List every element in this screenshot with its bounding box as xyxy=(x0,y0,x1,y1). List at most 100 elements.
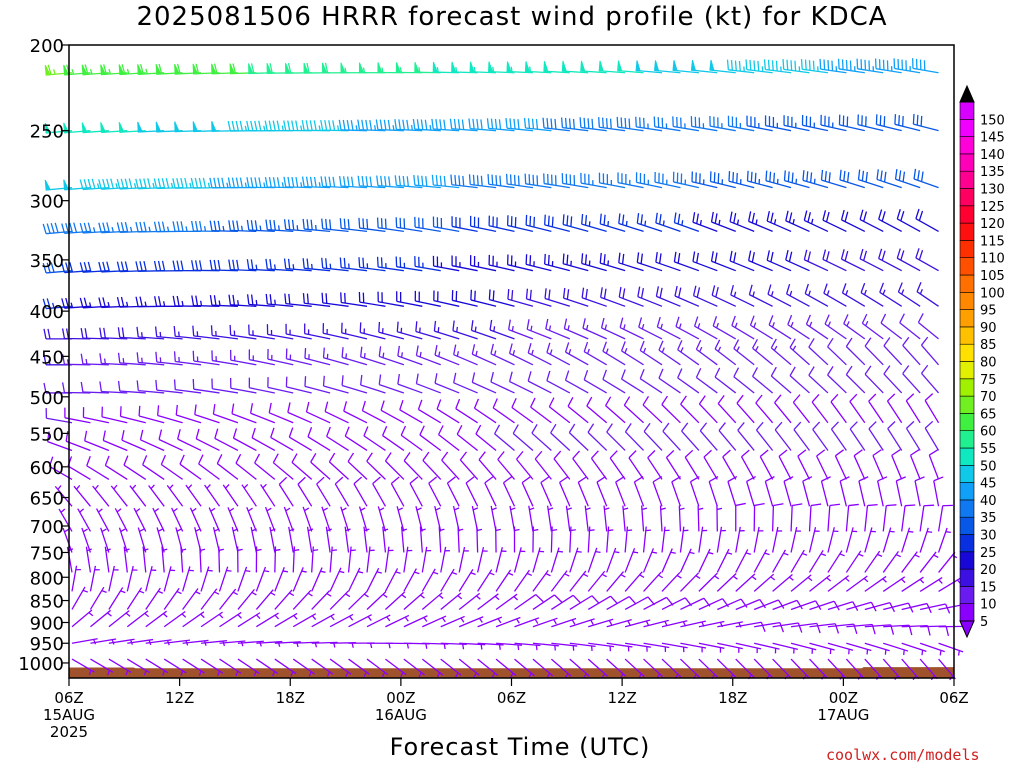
wind-barb-staff xyxy=(508,329,534,340)
wind-barb xyxy=(89,586,107,610)
wind-barb-feather xyxy=(829,503,841,507)
wind-barb-feather xyxy=(845,337,853,347)
wind-barb xyxy=(438,526,445,553)
wind-barb xyxy=(712,316,737,340)
wind-barb-feather xyxy=(881,250,886,261)
wind-barb-feather xyxy=(917,313,924,323)
wind-barb-feather xyxy=(120,178,125,189)
wind-barb-staff xyxy=(400,526,405,553)
wind-barb-half-feather xyxy=(131,484,137,490)
wind-barb xyxy=(218,546,224,573)
wind-barb-half-feather xyxy=(495,528,501,532)
wind-barb-staff xyxy=(396,184,423,189)
wind-barb-half-feather xyxy=(470,572,476,576)
wind-barb-staff xyxy=(329,590,349,610)
wind-barb-feather xyxy=(46,223,51,234)
wind-barb-feather xyxy=(812,60,815,71)
wind-barb-feather xyxy=(548,397,555,408)
wind-barb xyxy=(861,313,884,340)
wind-barb-feather xyxy=(621,253,625,265)
wind-barb-feather xyxy=(471,344,476,355)
pressure-tick-label: 600 xyxy=(30,458,64,479)
wind-barb xyxy=(600,317,626,340)
wind-barb-feather xyxy=(250,259,254,270)
wind-barb-feather xyxy=(819,58,822,70)
wind-barb xyxy=(509,505,516,532)
wind-barb-feather xyxy=(883,365,891,375)
wind-barb-feather xyxy=(228,259,232,270)
wind-barb-staff xyxy=(771,505,775,532)
wind-barb xyxy=(473,398,497,424)
wind-barb xyxy=(497,451,515,480)
wind-barb xyxy=(679,548,695,573)
wind-barb xyxy=(562,253,589,272)
wind-barb xyxy=(543,173,570,189)
wind-barb-feather xyxy=(754,172,757,184)
wind-barb-staff xyxy=(366,546,371,573)
wind-barb-feather xyxy=(902,365,910,375)
wind-barb-feather xyxy=(420,119,424,130)
wind-barb-staff xyxy=(564,328,589,340)
source-credit: coolwx.com/models xyxy=(826,746,980,764)
wind-barb-feather xyxy=(375,119,379,130)
wind-barb-staff xyxy=(753,549,768,573)
wind-barb-feather xyxy=(328,452,336,463)
wind-barb xyxy=(559,476,571,507)
pressure-tick-label: 850 xyxy=(30,592,64,613)
wind-barb-feather xyxy=(124,178,129,189)
wind-barb xyxy=(422,451,442,480)
wind-barb-staff xyxy=(182,639,209,644)
wind-barb-half-feather xyxy=(474,326,477,332)
wind-barb-half-feather xyxy=(753,322,757,328)
wind-barb-staff xyxy=(765,180,792,189)
wind-barb-feather xyxy=(239,120,244,132)
wind-barb xyxy=(403,658,425,678)
wind-barb xyxy=(937,504,953,532)
wind-barb xyxy=(311,590,332,610)
wind-barb-staff xyxy=(565,379,589,394)
wind-barb-staff xyxy=(360,331,386,340)
wind-barb xyxy=(385,658,407,678)
wind-barb-half-feather xyxy=(148,226,151,232)
wind-barb-feather xyxy=(902,171,906,182)
wind-barb xyxy=(580,172,607,189)
wind-barb xyxy=(95,508,110,532)
wind-barb-staff xyxy=(846,601,872,611)
colorbar-segment xyxy=(959,222,975,241)
wind-barb-half-feather xyxy=(662,220,665,226)
wind-barb-staff xyxy=(864,642,890,652)
wind-barb xyxy=(459,642,486,650)
wind-barb-staff xyxy=(553,458,571,480)
wind-barb-feather xyxy=(276,177,280,188)
wind-barb xyxy=(699,422,718,451)
wind-barb-staff xyxy=(495,616,521,628)
wind-barb xyxy=(283,506,294,532)
wind-barb xyxy=(81,527,92,553)
wind-barb xyxy=(229,378,257,394)
wind-barb-half-feather xyxy=(534,618,539,624)
colorbar-segment xyxy=(959,326,975,345)
wind-barb-staff xyxy=(588,642,615,648)
wind-barb xyxy=(110,484,128,507)
wind-barb-staff xyxy=(366,658,389,676)
wind-barb-feather xyxy=(489,319,493,331)
wind-barb-feather xyxy=(859,248,864,260)
wind-barb-staff xyxy=(883,345,903,366)
wind-barb-staff xyxy=(736,402,755,424)
wind-barb-half-feather xyxy=(262,483,267,489)
wind-barb-half-feather xyxy=(458,528,464,532)
wind-barb xyxy=(735,598,766,611)
wind-barb-feather xyxy=(480,119,483,130)
wind-barb-feather xyxy=(198,454,204,465)
wind-barb xyxy=(882,576,906,592)
wind-barb-half-feather xyxy=(802,552,808,556)
wind-barb xyxy=(765,170,792,189)
wind-barb-half-feather xyxy=(827,321,831,327)
wind-barb-feather xyxy=(102,178,106,190)
wind-barb-half-feather xyxy=(553,619,557,625)
wind-barb-half-feather xyxy=(129,226,133,233)
wind-barb-staff xyxy=(625,642,651,648)
wind-barb xyxy=(344,526,351,553)
wind-barb-feather xyxy=(103,327,106,339)
wind-barb xyxy=(84,430,110,452)
